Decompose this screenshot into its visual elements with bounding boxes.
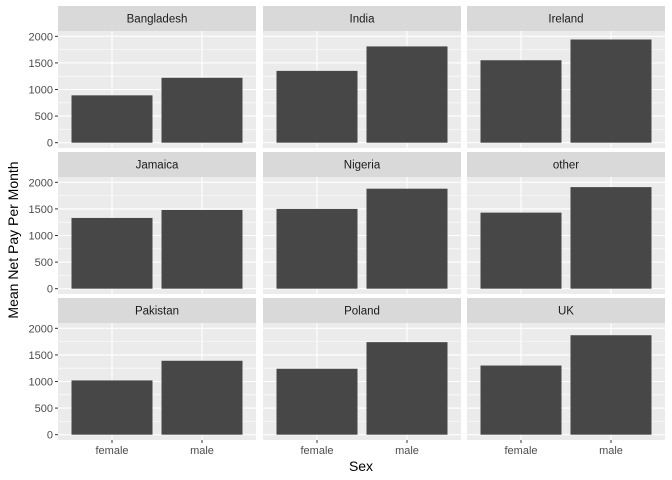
bar-male bbox=[570, 187, 652, 289]
facet-strip bbox=[58, 152, 256, 177]
y-tick-label: 500 bbox=[35, 111, 53, 123]
y-tick-label: 1500 bbox=[29, 350, 53, 362]
x-tick-label: male bbox=[599, 445, 623, 457]
y-tick-label: 1000 bbox=[29, 231, 53, 243]
facet-strip-label: India bbox=[350, 14, 376, 26]
bar-female bbox=[276, 70, 358, 143]
x-tick-label: female bbox=[300, 445, 333, 457]
bar-male bbox=[570, 39, 652, 143]
facet-panel: Ireland bbox=[467, 6, 665, 148]
bar-male bbox=[366, 342, 448, 435]
facet-strip-label: UK bbox=[558, 306, 574, 318]
facet-panel: India bbox=[263, 6, 461, 148]
facet-panel: Pakistan 0 500 1000 1500 2000 female male bbox=[29, 298, 256, 457]
y-tick-label: 1500 bbox=[29, 58, 53, 70]
bar-female bbox=[71, 95, 153, 143]
x-tick-label: male bbox=[190, 445, 214, 457]
y-tick-label: 500 bbox=[35, 403, 53, 415]
facet-panel: Jamaica 0 500 1000 1500 2000 bbox=[29, 152, 256, 296]
y-tick-label: 0 bbox=[47, 138, 53, 150]
facet-strip-label: Jamaica bbox=[136, 160, 179, 172]
bar-female bbox=[276, 208, 358, 289]
facet-strip bbox=[58, 6, 256, 31]
x-axis-title: Sex bbox=[349, 458, 373, 474]
facet-strip bbox=[467, 298, 665, 323]
y-tick-label: 1500 bbox=[29, 204, 53, 216]
facet-strip-label: Poland bbox=[344, 306, 380, 318]
facet-strip bbox=[467, 6, 665, 31]
facet-strip-label: Pakistan bbox=[135, 306, 179, 318]
facet-panel: Poland female male bbox=[263, 298, 461, 457]
facet-panel: Nigeria bbox=[263, 152, 461, 294]
facet-strip bbox=[263, 6, 461, 31]
y-axis-title: Mean Net Pay Per Month bbox=[5, 161, 21, 318]
y-tick-label: 500 bbox=[35, 257, 53, 269]
facet-panel: other bbox=[467, 152, 665, 294]
x-tick-label: female bbox=[95, 445, 128, 457]
facet-strip-label: Nigeria bbox=[344, 160, 381, 172]
y-tick-label: 0 bbox=[47, 284, 53, 296]
facet-panel: Bangladesh 0 500 1000 1500 2000 bbox=[29, 6, 256, 150]
facet-strip-label: Ireland bbox=[548, 14, 583, 26]
x-tick-label: male bbox=[395, 445, 419, 457]
bar-male bbox=[161, 360, 243, 435]
bar-female bbox=[71, 380, 153, 435]
facet-strip-label: other bbox=[553, 160, 579, 172]
facet-panel: UK female male bbox=[467, 298, 665, 457]
facet-strip bbox=[467, 152, 665, 177]
bar-female bbox=[480, 365, 562, 435]
facet-strip-label: Bangladesh bbox=[127, 14, 188, 26]
facet-panels: Bangladesh 0 500 1000 1500 2000 India Ireland Ja… bbox=[29, 6, 665, 457]
y-tick-label: 1000 bbox=[29, 85, 53, 97]
bar-male bbox=[161, 77, 243, 143]
bar-male bbox=[570, 335, 652, 435]
bar-male bbox=[366, 46, 448, 143]
facet-strip bbox=[263, 298, 461, 323]
y-tick-label: 2000 bbox=[29, 31, 53, 43]
x-tick-label: female bbox=[504, 445, 537, 457]
facet-strip bbox=[58, 298, 256, 323]
bar-female bbox=[480, 60, 562, 143]
bar-female bbox=[276, 368, 358, 435]
bar-male bbox=[366, 188, 448, 289]
y-tick-label: 1000 bbox=[29, 377, 53, 389]
bar-female bbox=[71, 217, 153, 289]
facet-strip bbox=[263, 152, 461, 177]
y-tick-label: 2000 bbox=[29, 177, 53, 189]
y-tick-label: 0 bbox=[47, 430, 53, 442]
bar-male bbox=[161, 209, 243, 289]
y-tick-label: 2000 bbox=[29, 323, 53, 335]
bar-female bbox=[480, 212, 562, 289]
